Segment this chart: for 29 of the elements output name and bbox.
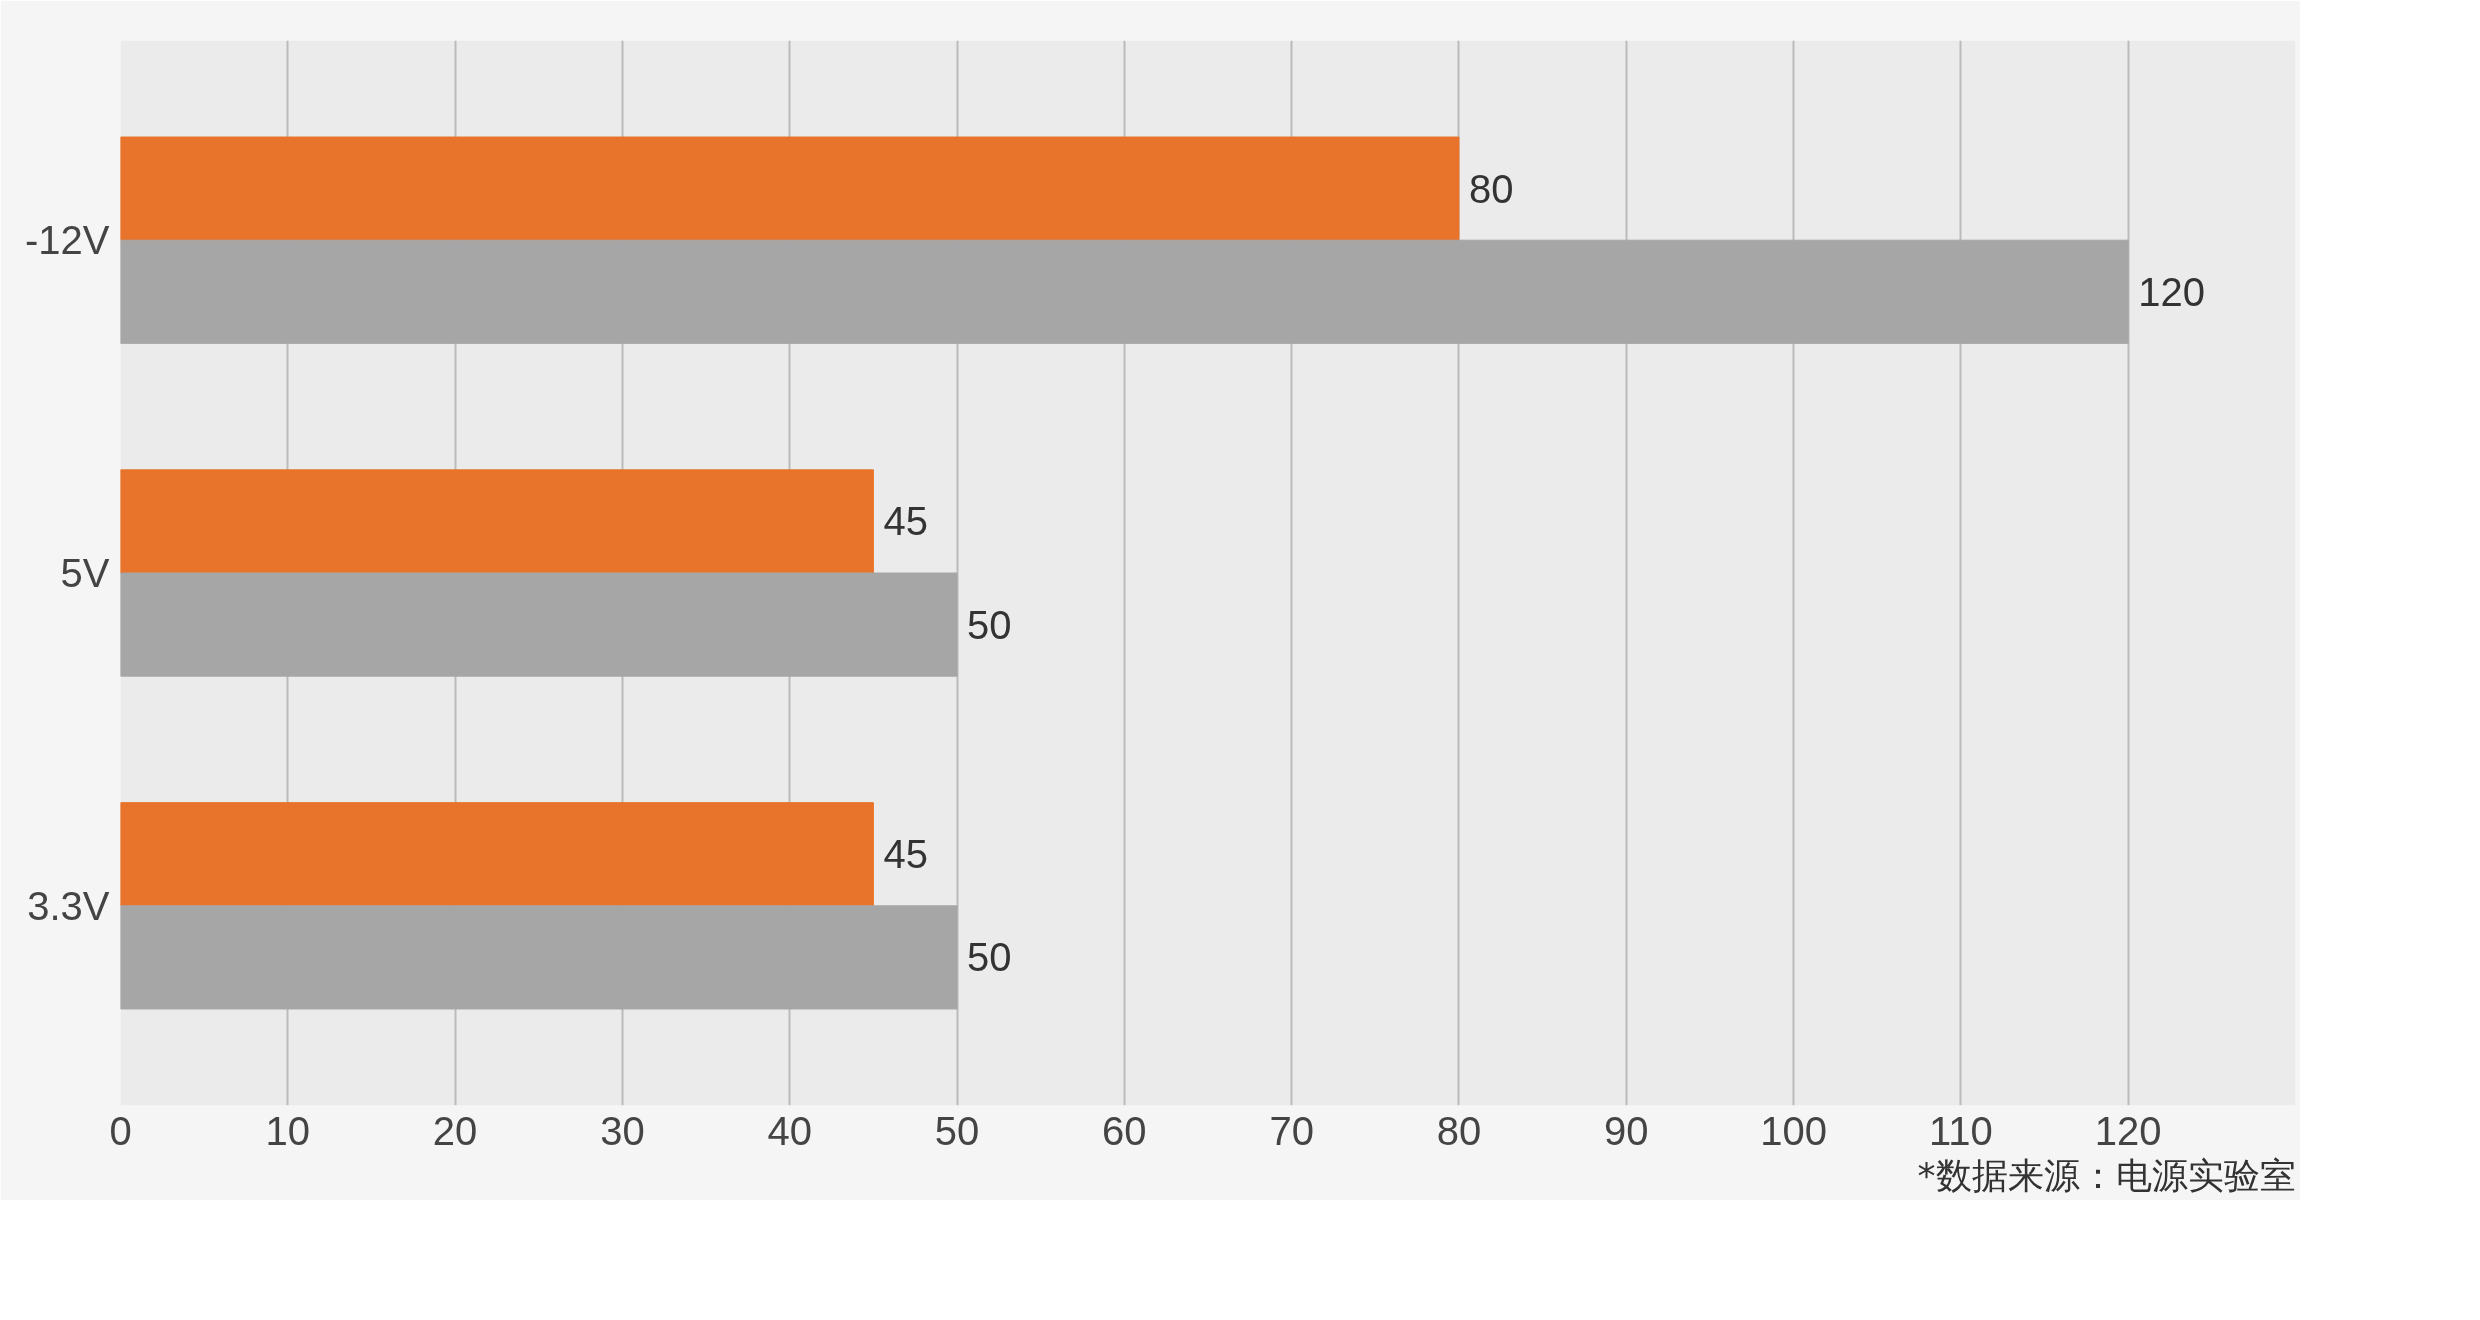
text: *数据来源：电源实验室 xyxy=(1917,1154,2296,1196)
y-tick-label: -12V xyxy=(25,218,110,263)
bar xyxy=(120,136,1460,241)
x-tick-label: 20 xyxy=(432,1108,478,1153)
x-tick-label: 10 xyxy=(265,1108,311,1153)
x-tick-label: 40 xyxy=(767,1108,812,1153)
x-tick-label: 80 xyxy=(1436,1108,1482,1153)
y-tick-label: 5V xyxy=(60,551,110,595)
bar xyxy=(120,802,874,907)
x-tick-label: 0 xyxy=(109,1108,132,1153)
x-tick-label: 50 xyxy=(934,1108,980,1153)
data-label: 80 xyxy=(1468,166,1514,211)
bar xyxy=(120,469,874,574)
x-tick-label: 120 xyxy=(2094,1108,2162,1153)
bar xyxy=(120,572,958,677)
bar xyxy=(120,905,958,1010)
x-tick-label: 100 xyxy=(1760,1108,1827,1153)
data-label: 45 xyxy=(883,499,928,544)
y-tick-label: 3.3V xyxy=(27,883,110,928)
x-tick-label: 70 xyxy=(1269,1108,1314,1153)
x-tick-label: 90 xyxy=(1604,1108,1649,1153)
data-label: 50 xyxy=(967,602,1012,647)
data-label: 45 xyxy=(883,832,928,877)
data-label: 50 xyxy=(967,935,1012,980)
x-tick-label: 110 xyxy=(1929,1108,1993,1153)
data-label: 120 xyxy=(2138,269,2205,314)
bar xyxy=(120,239,2129,344)
x-tick-label: 30 xyxy=(600,1108,645,1153)
x-tick-label: 60 xyxy=(1102,1108,1147,1153)
